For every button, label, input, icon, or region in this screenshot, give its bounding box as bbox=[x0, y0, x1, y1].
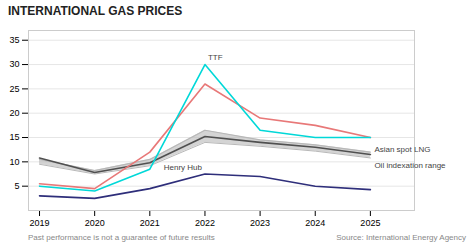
svg-text:2020: 2020 bbox=[85, 218, 105, 228]
svg-text:2022: 2022 bbox=[195, 218, 215, 228]
svg-text:2021: 2021 bbox=[140, 218, 160, 228]
svg-text:35: 35 bbox=[9, 35, 19, 45]
svg-text:2019: 2019 bbox=[30, 218, 50, 228]
svg-text:20: 20 bbox=[9, 108, 19, 118]
svg-text:25: 25 bbox=[9, 84, 19, 94]
svg-text:5: 5 bbox=[14, 181, 19, 191]
svg-text:2024: 2024 bbox=[305, 218, 325, 228]
svg-text:2025: 2025 bbox=[360, 218, 380, 228]
html-text:Source: International Energy A: Source: International Energy Agency bbox=[336, 233, 466, 242]
svg-text:Asian spot LNG: Asian spot LNG bbox=[374, 145, 430, 154]
html-text:INTERNATIONAL GAS PRICES: INTERNATIONAL GAS PRICES bbox=[8, 4, 183, 18]
svg-text:15: 15 bbox=[9, 132, 19, 142]
svg-text:Henry Hub: Henry Hub bbox=[164, 163, 203, 172]
svg-text:30: 30 bbox=[9, 59, 19, 69]
svg-text:Oil indexation range: Oil indexation range bbox=[374, 161, 446, 170]
svg-text:10: 10 bbox=[9, 157, 19, 167]
svg-text:TTF: TTF bbox=[208, 53, 223, 62]
svg-text:2023: 2023 bbox=[250, 218, 270, 228]
html-text:Past performance is not a guar: Past performance is not a guarantee of f… bbox=[28, 233, 215, 242]
